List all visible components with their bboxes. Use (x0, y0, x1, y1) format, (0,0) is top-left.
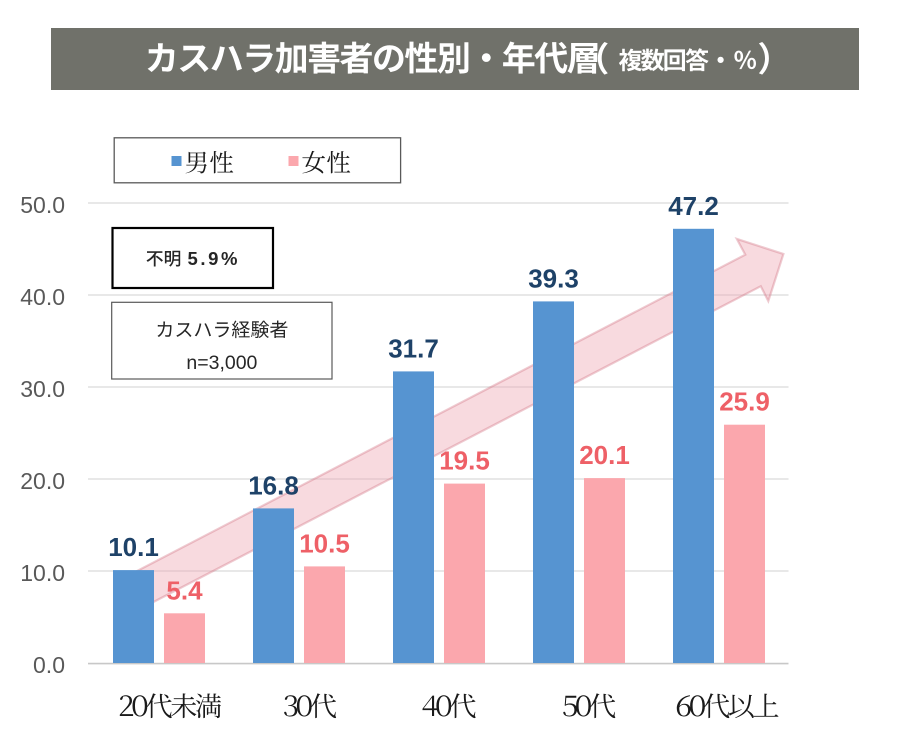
svg-text:5.9%: 5.9% (188, 248, 241, 269)
svg-text:20.1: 20.1 (579, 440, 630, 470)
svg-text:5.4: 5.4 (166, 575, 203, 605)
svg-text:n=3,000: n=3,000 (186, 352, 257, 374)
svg-text:40.0: 40.0 (20, 284, 65, 310)
svg-text:10.5: 10.5 (299, 528, 350, 558)
svg-text:10.0: 10.0 (20, 560, 65, 586)
svg-text:0.0: 0.0 (33, 652, 65, 678)
svg-text:19.5: 19.5 (439, 446, 490, 476)
svg-text:47.2: 47.2 (668, 191, 719, 221)
svg-text:10.1: 10.1 (108, 532, 159, 562)
svg-text:31.7: 31.7 (388, 333, 439, 363)
svg-text:50.0: 50.0 (20, 192, 65, 218)
svg-text:20.0: 20.0 (20, 468, 65, 494)
svg-text:39.3: 39.3 (528, 263, 579, 293)
svg-text:30.0: 30.0 (20, 376, 65, 402)
svg-text:16.8: 16.8 (248, 470, 299, 500)
svg-text:25.9: 25.9 (719, 387, 770, 417)
